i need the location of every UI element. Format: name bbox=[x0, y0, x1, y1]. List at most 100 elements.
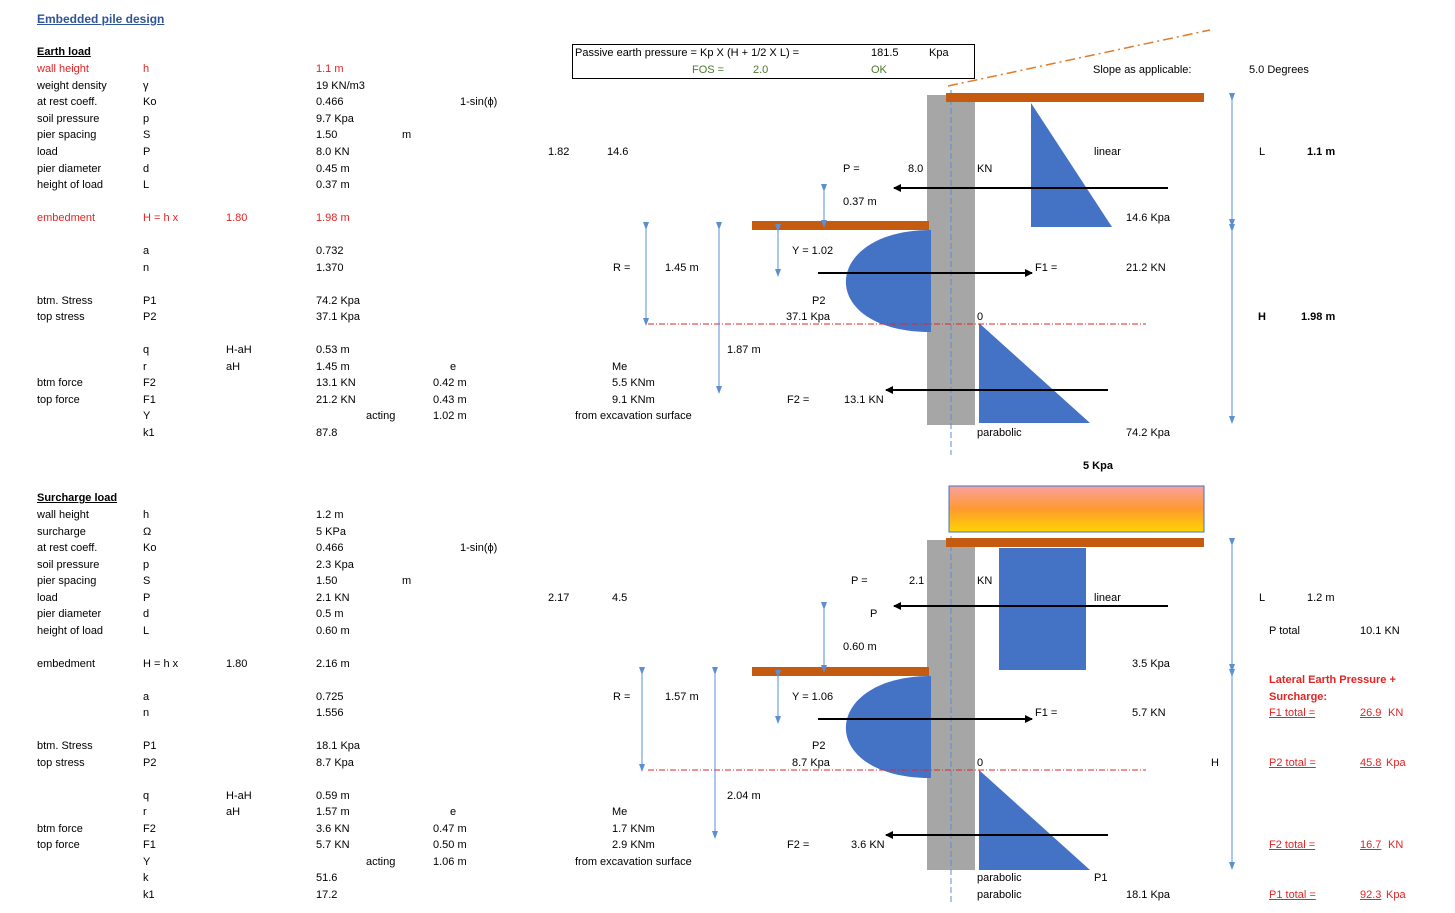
slope-line bbox=[947, 29, 1211, 87]
surcharge-row-19-v2: 17.2 bbox=[316, 889, 338, 901]
surcharge-row-1-v2: 5 KPa bbox=[316, 526, 346, 538]
L-value: 1.1 m bbox=[1307, 146, 1336, 158]
earth-row-6-v2: 0.45 m bbox=[316, 163, 350, 175]
excavation-beam-2 bbox=[752, 667, 929, 676]
surcharge-row-3-label: soil pressure bbox=[37, 559, 100, 571]
earth-row-5-sym: P bbox=[143, 146, 151, 158]
earth-row-14-v2: 1.45 m bbox=[316, 361, 350, 373]
surcharge-row-17-v3: acting bbox=[366, 856, 396, 868]
parabolic-label: parabolic bbox=[977, 427, 1022, 439]
linear-label: linear bbox=[1094, 146, 1121, 158]
lat-title1: Lateral Earth Pressure + bbox=[1269, 674, 1396, 686]
earth-me1: 5.5 KNm bbox=[612, 377, 655, 389]
fos-label: FOS = bbox=[692, 64, 725, 76]
sur-L-label: L bbox=[1259, 592, 1266, 604]
earth-row-10-v2: 1.370 bbox=[316, 262, 344, 274]
passive-pressure-box bbox=[572, 44, 975, 79]
earth-row-5-v2: 8.0 KN bbox=[316, 146, 350, 158]
earth-row-4-v3: m bbox=[402, 129, 412, 141]
f1-total-unit: KN bbox=[1388, 707, 1404, 719]
ptotal-value: 10.1 KN bbox=[1360, 625, 1400, 637]
earth-row-15-label: btm force bbox=[37, 377, 83, 389]
earth-row-8-sym: H = h x bbox=[143, 212, 179, 224]
surcharge-row-16-v4: 0.50 m bbox=[433, 839, 467, 851]
earth-mid-c1: 1.82 bbox=[548, 146, 570, 158]
sur-l-dim: 0.60 m bbox=[843, 641, 877, 653]
surcharge-row-4-v2: 1.50 bbox=[316, 575, 338, 587]
earth-row-17-v4: 1.02 m bbox=[433, 410, 467, 422]
surcharge-row-13-v2: 0.59 m bbox=[316, 790, 350, 802]
earth-row-1-label: weight density bbox=[37, 80, 107, 92]
surcharge-row-6-v2: 0.5 m bbox=[316, 608, 344, 620]
earth-load-header: Earth load bbox=[37, 46, 91, 58]
surcharge-row-11-label: btm. Stress bbox=[37, 740, 93, 752]
earth-row-0-sym: h bbox=[143, 63, 150, 75]
earth-row-17-v3: acting bbox=[366, 410, 396, 422]
surcharge-row-13-sym: q bbox=[143, 790, 150, 802]
p2-total-label: P2 total = bbox=[1269, 757, 1316, 769]
sur-f1-label: F1 = bbox=[1035, 707, 1058, 719]
fos-ok: OK bbox=[871, 64, 887, 76]
H-label: H bbox=[1258, 311, 1266, 323]
linear-load-triangle bbox=[1031, 103, 1112, 227]
surcharge-load-header: Surcharge load bbox=[37, 492, 118, 504]
sur-p-letter: P bbox=[870, 608, 878, 620]
surcharge-row-14-v2: 1.57 m bbox=[316, 806, 350, 818]
earth-row-16-sym: F1 bbox=[143, 394, 156, 406]
sur-y-label: Y = 1.06 bbox=[792, 691, 834, 703]
surcharge-row-3-v2: 2.3 Kpa bbox=[316, 559, 354, 571]
earth-row-4-v2: 1.50 bbox=[316, 129, 338, 141]
parabolic-load-top bbox=[845, 230, 931, 332]
r-value: 1.45 m bbox=[665, 262, 699, 274]
sur-r-label: R = bbox=[613, 691, 631, 703]
p2-label: P2 bbox=[812, 295, 826, 307]
sur-r-value: 1.57 m bbox=[665, 691, 699, 703]
earth-row-14-v1: aH bbox=[226, 361, 241, 373]
earth-row-15-sym: F2 bbox=[143, 377, 156, 389]
earth-row-1-v2: 19 KN/m3 bbox=[316, 80, 365, 92]
earth-diagram bbox=[643, 29, 1235, 455]
sur-parabolic2: parabolic bbox=[977, 889, 1022, 901]
y-label: Y = 1.02 bbox=[792, 245, 834, 257]
surcharge-row-15-label: btm force bbox=[37, 823, 83, 835]
ptotal-label: P total bbox=[1269, 625, 1300, 637]
surcharge-row-0-sym: h bbox=[143, 509, 150, 521]
parabolic-load-bottom-2 bbox=[979, 770, 1090, 870]
earth-row-18-sym: k1 bbox=[143, 427, 155, 439]
top-beam bbox=[946, 93, 1204, 102]
earth-row-13-sym: q bbox=[143, 344, 150, 356]
surcharge-row-4-sym: S bbox=[143, 575, 151, 587]
surcharge-row-18-v2: 51.6 bbox=[316, 872, 338, 884]
earth-from-exc: from excavation surface bbox=[575, 410, 692, 422]
surcharge-row-11-sym: P1 bbox=[143, 740, 157, 752]
earth-row-2-v2: 0.466 bbox=[316, 96, 344, 108]
earth-row-9-v2: 0.732 bbox=[316, 245, 344, 257]
earth-row-6-sym: d bbox=[143, 163, 150, 175]
p2-total-value: 45.8 bbox=[1360, 757, 1382, 769]
earth-row-15-v4: 0.42 m bbox=[433, 377, 467, 389]
sur-me2: 2.9 KNm bbox=[612, 839, 655, 851]
sur-p1-letter: P1 bbox=[1094, 872, 1108, 884]
earth-row-7-v2: 0.37 m bbox=[316, 179, 350, 191]
sur-f1-value: 5.7 KN bbox=[1132, 707, 1166, 719]
surcharge-row-18-sym: k bbox=[143, 872, 149, 884]
earth-row-7-sym: L bbox=[143, 179, 150, 191]
earth-row-3-label: soil pressure bbox=[37, 113, 100, 125]
kpa-top: 14.6 Kpa bbox=[1126, 212, 1171, 224]
sur-p-value: 2.1 bbox=[909, 575, 925, 587]
earth-row-16-v2: 21.2 KN bbox=[316, 394, 356, 406]
f2-label: F2 = bbox=[787, 394, 810, 406]
surcharge-row-2-v4: 1-sin(ϕ) bbox=[460, 542, 498, 554]
surcharge-row-17-sym: Y bbox=[143, 856, 151, 868]
earth-row-11-label: btm. Stress bbox=[37, 295, 93, 307]
earth-row-5-label: load bbox=[37, 146, 58, 158]
sur-me1: 1.7 KNm bbox=[612, 823, 655, 835]
p-unit: KN bbox=[977, 163, 993, 175]
surcharge-row-7-v2: 0.60 m bbox=[316, 625, 350, 637]
sur-zero: 0 bbox=[977, 757, 984, 769]
f2-total-label: F2 total = bbox=[1269, 839, 1316, 851]
sur-mid-c2: 4.5 bbox=[612, 592, 628, 604]
earth-row-0-v2: 1.1 m bbox=[316, 63, 344, 75]
sur-p-unit: KN bbox=[977, 575, 993, 587]
